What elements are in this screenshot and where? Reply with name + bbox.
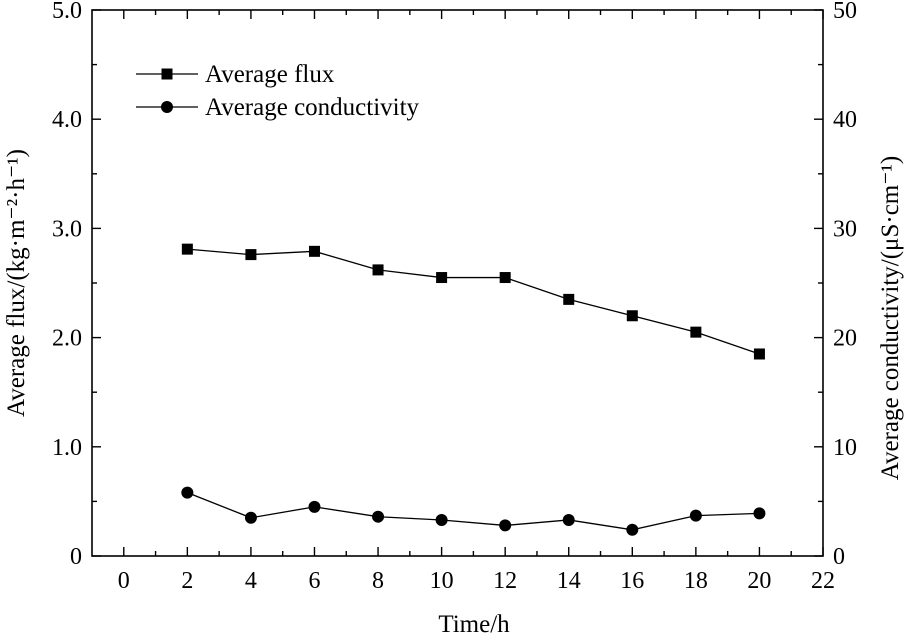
conductivity-point (626, 523, 639, 536)
x-tick-label: 18 (684, 568, 708, 594)
y2-tick-label: 40 (833, 107, 857, 133)
left-y-axis-title: Average flux/(kg·m⁻²·h⁻¹) (3, 149, 30, 417)
x-axis: 0 2 4 6 8 10 12 14 16 18 20 22 (118, 10, 835, 594)
flux-point (436, 272, 448, 284)
conductivity-point (562, 513, 575, 526)
x-tick-label: 6 (308, 568, 320, 594)
y-tick-label: 5.0 (52, 0, 82, 24)
y-tick-label: 4.0 (52, 107, 82, 133)
series-layer (181, 243, 766, 536)
y2-tick-label: 20 (833, 326, 857, 352)
x-tick-label: 16 (620, 568, 644, 594)
x-tick-label: 12 (493, 568, 517, 594)
left-y-axis: 0 1.0 2.0 3.0 4.0 5.0 (52, 0, 101, 570)
legend-label: Average flux (205, 61, 335, 88)
plot-frame (91, 9, 824, 557)
x-tick-label: 0 (118, 568, 130, 594)
x-tick-label: 14 (557, 568, 581, 594)
y-tick-label: 1.0 (52, 435, 82, 461)
x-tick-label: 22 (811, 568, 835, 594)
legend-square-marker (161, 68, 173, 80)
y2-tick-label: 50 (833, 0, 857, 24)
flux-point (245, 249, 257, 261)
x-tick-label: 8 (372, 568, 384, 594)
x-axis-title: Time/h (438, 611, 510, 638)
conductivity-point (244, 511, 257, 524)
flux-point (372, 264, 384, 276)
legend-label: Average conductivity (205, 94, 420, 121)
flux-point (181, 243, 193, 255)
x-tick-label: 4 (245, 568, 257, 594)
conductivity-point (753, 507, 766, 520)
legend-circle-marker (161, 101, 173, 113)
legend: Average flux Average conductivity (136, 61, 420, 121)
y-tick-label: 2.0 (52, 326, 82, 352)
y-tick-label: 0 (70, 544, 82, 570)
flux-point (690, 326, 702, 338)
y-tick-label: 3.0 (52, 216, 82, 242)
y2-tick-label: 10 (833, 435, 857, 461)
flux-point (626, 310, 638, 322)
x-tick-label: 10 (430, 568, 454, 594)
y2-tick-label: 30 (833, 216, 857, 242)
x-tick-label: 20 (747, 568, 771, 594)
conductivity-point (689, 509, 702, 522)
conductivity-point (435, 513, 448, 526)
conductivity-point (499, 519, 512, 532)
series-line-1 (187, 248, 760, 355)
y2-tick-label: 0 (833, 544, 845, 570)
series-line-2 (187, 492, 760, 531)
conductivity-point (308, 500, 321, 513)
x-tick-label: 2 (181, 568, 193, 594)
right-y-axis-title: Average conductivity/(μS·cm⁻¹) (877, 156, 904, 481)
flux-point (753, 348, 765, 360)
right-y-axis: 0 10 20 30 40 50 (814, 0, 857, 570)
conductivity-point (372, 510, 385, 523)
flux-point (308, 245, 320, 257)
flux-point (499, 272, 511, 284)
conductivity-point (181, 486, 194, 499)
flux-point (563, 293, 575, 305)
